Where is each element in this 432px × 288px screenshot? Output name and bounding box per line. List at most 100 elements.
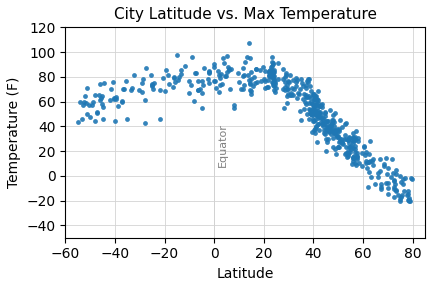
Point [284, 100, 291, 105]
Point [339, 139, 346, 144]
Point [270, 69, 277, 74]
Point [319, 122, 326, 127]
Point [250, 84, 257, 88]
Point [219, 56, 226, 61]
Point [111, 96, 118, 100]
Point [300, 92, 307, 96]
Point [271, 90, 278, 95]
Point [191, 99, 198, 103]
Point [314, 122, 321, 126]
Point [112, 97, 119, 101]
Point [94, 109, 101, 114]
Point [248, 88, 254, 93]
Point [267, 75, 274, 79]
Point [329, 120, 336, 125]
Point [302, 85, 309, 90]
Point [85, 103, 92, 107]
Point [359, 164, 365, 168]
Point [311, 127, 318, 132]
Point [99, 105, 106, 109]
Point [308, 112, 315, 116]
Point [347, 146, 354, 151]
Point [148, 73, 155, 78]
Point [149, 82, 156, 86]
Point [334, 145, 341, 149]
Point [349, 156, 356, 160]
Point [353, 129, 360, 133]
Point [378, 182, 385, 186]
Point [149, 83, 156, 87]
Point [200, 66, 207, 70]
Point [77, 100, 84, 105]
Point [384, 166, 391, 171]
Point [305, 107, 312, 111]
Point [228, 67, 235, 72]
Point [321, 111, 328, 115]
Point [230, 103, 237, 107]
Point [309, 118, 316, 123]
Point [302, 94, 309, 99]
Point [274, 60, 281, 65]
Point [323, 123, 330, 128]
Point [349, 154, 356, 159]
Point [86, 115, 93, 120]
Point [330, 136, 337, 141]
Point [75, 120, 82, 124]
Point [312, 118, 319, 122]
Point [351, 144, 358, 148]
Point [346, 150, 353, 155]
Point [309, 106, 316, 111]
Point [218, 71, 225, 76]
Point [390, 177, 397, 182]
Point [267, 71, 273, 75]
Point [315, 128, 322, 132]
Point [172, 80, 178, 85]
Point [355, 136, 362, 141]
Point [382, 180, 389, 185]
Point [345, 136, 352, 141]
Point [194, 78, 201, 83]
Point [218, 82, 225, 86]
Point [296, 92, 303, 96]
Point [206, 69, 213, 73]
Point [299, 81, 305, 86]
Point [391, 185, 397, 189]
Point [109, 80, 116, 84]
Point [321, 131, 328, 136]
Point [349, 155, 356, 160]
Point [310, 98, 317, 103]
Point [329, 113, 336, 117]
Point [305, 77, 311, 82]
Point [284, 83, 291, 88]
Point [303, 111, 310, 116]
Point [264, 77, 271, 82]
Point [388, 175, 395, 179]
Point [318, 116, 324, 121]
Point [336, 138, 343, 143]
Point [118, 100, 125, 105]
Point [330, 118, 337, 123]
Point [294, 91, 301, 96]
Point [95, 93, 102, 97]
Point [334, 134, 340, 139]
Point [327, 124, 334, 128]
Point [328, 124, 335, 128]
Point [393, 187, 400, 192]
Point [314, 89, 321, 93]
Point [322, 127, 329, 131]
Point [245, 77, 252, 82]
Point [192, 71, 199, 75]
Point [252, 67, 259, 71]
Point [345, 138, 352, 142]
Point [384, 171, 391, 176]
Point [336, 118, 343, 122]
Point [150, 81, 157, 85]
Point [262, 78, 269, 83]
Point [288, 86, 295, 90]
Point [330, 128, 337, 132]
Point [331, 130, 338, 134]
Point [265, 74, 272, 78]
Point [182, 64, 189, 68]
Point [222, 74, 229, 79]
Point [309, 102, 316, 106]
